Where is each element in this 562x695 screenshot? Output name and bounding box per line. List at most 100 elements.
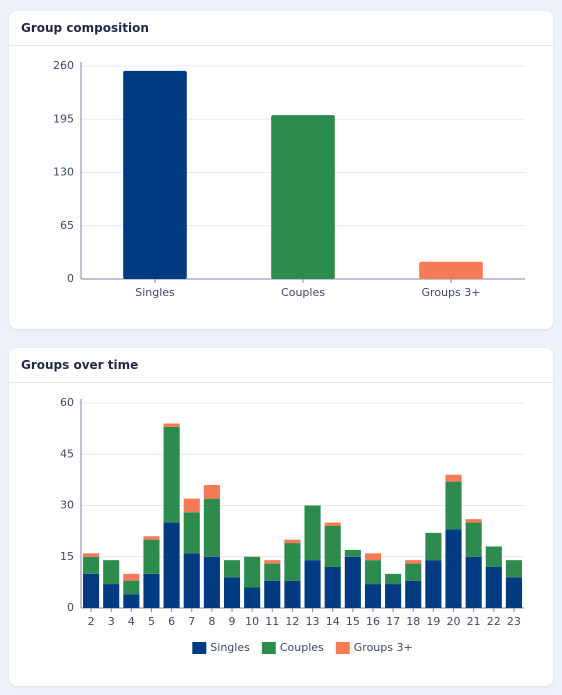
bar-segment <box>203 556 220 608</box>
bar-segment <box>364 584 382 608</box>
legend-label: Couples <box>280 641 324 654</box>
bar-segment <box>264 580 281 608</box>
bar-segment <box>445 529 462 608</box>
bar-segment <box>123 573 140 581</box>
bar-segment <box>183 498 200 513</box>
y-tick-label: 0 <box>67 272 74 285</box>
bar-segment <box>284 580 301 608</box>
bar-segment <box>324 522 341 526</box>
y-tick-label: 15 <box>60 550 74 563</box>
x-tick-label: 10 <box>245 615 259 628</box>
bar-segment <box>425 532 442 561</box>
x-tick-label: 13 <box>306 615 320 628</box>
x-tick-label: 23 <box>507 615 521 628</box>
bar-segment <box>324 526 341 567</box>
x-tick-label: 21 <box>467 615 481 628</box>
card: Groups over time 0 15 30 45 60 2 3 4 5 6 7 8 9 10 11 12… <box>9 348 553 686</box>
bar-segment <box>304 505 321 561</box>
bar-segment <box>83 556 100 574</box>
bar-segment <box>163 426 180 523</box>
y-tick-label: 60 <box>60 396 74 409</box>
x-tick-label: 6 <box>168 615 175 628</box>
x-tick-label: 5 <box>148 615 155 628</box>
bar-segment <box>344 549 361 557</box>
bar-segment <box>123 580 140 595</box>
x-tick-label: Couples <box>281 286 325 299</box>
bar-segment <box>83 573 100 608</box>
bar-segment <box>304 560 321 608</box>
y-tick-label: 30 <box>60 499 74 512</box>
bar-segment <box>505 577 522 608</box>
bar <box>123 70 187 280</box>
bar-segment <box>465 519 482 523</box>
bar-segment <box>364 553 382 561</box>
bar-segment <box>385 584 402 608</box>
y-tick-label: 0 <box>67 601 74 614</box>
bar-segment <box>264 560 281 564</box>
bar-segment <box>465 522 482 557</box>
bar-segment <box>344 556 361 608</box>
x-tick-label: 22 <box>487 615 501 628</box>
bar <box>271 115 335 280</box>
bar-segment <box>163 522 180 608</box>
bar-segment <box>223 560 241 578</box>
bar-segment <box>143 536 160 540</box>
bar-segment <box>465 556 482 608</box>
legend-label: Singles <box>210 641 250 654</box>
x-tick-label: 15 <box>346 615 360 628</box>
bar-segment <box>445 481 462 530</box>
bar-segment <box>244 587 261 608</box>
card-title: Group composition <box>9 11 553 46</box>
bar-segment <box>203 498 220 557</box>
bar-segment <box>143 573 160 608</box>
bar-segment <box>505 560 522 578</box>
card-title: Groups over time <box>9 348 553 383</box>
bar-segment <box>445 474 462 482</box>
x-tick-label: 18 <box>406 615 420 628</box>
x-tick-label: 11 <box>265 615 279 628</box>
bar-segment <box>284 543 301 581</box>
bar-segment <box>183 553 200 608</box>
bar-segment <box>364 560 382 585</box>
legend-label: Groups 3+ <box>354 641 413 654</box>
bar-segment <box>284 539 301 544</box>
bar-segment <box>203 485 220 499</box>
x-tick-label: 3 <box>108 615 115 628</box>
x-tick-label: 9 <box>229 615 236 628</box>
x-tick-label: Groups 3+ <box>422 286 481 299</box>
chart: 0 65 130 195 260 Singles Couples Groups 3+ <box>53 59 525 299</box>
x-tick-label: Singles <box>135 286 175 299</box>
y-tick-label: 130 <box>53 166 74 179</box>
bar-segment <box>425 560 442 608</box>
x-tick-label: 14 <box>326 615 340 628</box>
bar-segment <box>183 512 200 554</box>
y-tick-label: 45 <box>60 447 74 460</box>
bar-segment <box>103 584 120 608</box>
bar-segment <box>405 560 422 564</box>
bar-segment <box>485 567 502 608</box>
legend: Singles Couples Groups 3+ <box>192 641 413 654</box>
bar-segment <box>83 553 100 557</box>
x-tick-label: 20 <box>447 615 461 628</box>
y-tick-label: 65 <box>60 219 74 232</box>
x-tick-label: 8 <box>208 615 215 628</box>
x-tick-label: 19 <box>426 615 440 628</box>
x-tick-label: 2 <box>88 615 95 628</box>
bar-segment <box>163 423 180 427</box>
x-tick-label: 4 <box>128 615 135 628</box>
x-tick-label: 17 <box>386 615 400 628</box>
bar-segment <box>143 539 160 574</box>
x-tick-label: 16 <box>366 615 380 628</box>
legend-swatch <box>261 642 276 654</box>
bar-segment <box>385 573 402 585</box>
bar-segment <box>264 563 281 581</box>
bar-segment <box>485 546 502 567</box>
card: Group composition 0 65 130 195 260 Singles Cou… <box>9 11 553 329</box>
bar-segment <box>223 577 241 608</box>
bar-segment <box>123 594 140 608</box>
x-tick-label: 12 <box>285 615 299 628</box>
legend-swatch <box>192 642 207 654</box>
legend-swatch <box>335 642 350 654</box>
bar-segment <box>405 580 422 608</box>
